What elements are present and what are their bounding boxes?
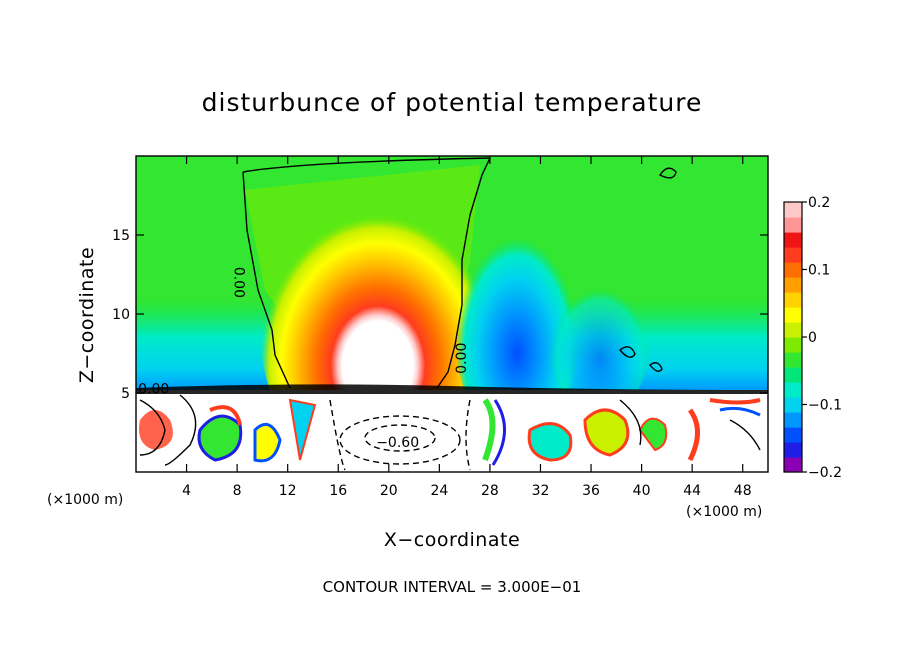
- x-tick-label: 40: [633, 483, 651, 499]
- cold-plume-secondary: [550, 275, 650, 415]
- contour-lines: [139, 157, 761, 471]
- negative-contour-3: [329, 399, 346, 471]
- colorbar-swatch: [784, 292, 802, 308]
- turbulent-patches: [139, 398, 761, 466]
- x-tick-label: 8: [233, 483, 242, 499]
- x-tick-label: 4: [182, 483, 191, 499]
- colorbar-swatch: [784, 247, 802, 263]
- z-tick-label: 5: [121, 386, 130, 402]
- x-tick-label: 12: [279, 483, 297, 499]
- colorbar-swatch: [784, 427, 802, 443]
- z-axis-title: Z−coordinate: [76, 247, 98, 383]
- interface-band: [136, 384, 768, 394]
- upper-contour-blob: [658, 167, 677, 179]
- colorbar-swatch: [784, 337, 802, 353]
- colorbar-swatch: [784, 442, 802, 458]
- x-tick-label: 36: [582, 483, 600, 499]
- colorbar-swatch: [784, 397, 802, 413]
- contour-label: −0.60: [376, 435, 419, 451]
- contour-label: 0.00: [231, 267, 247, 298]
- zero-contour-left: [242, 171, 291, 389]
- contour-label-text: 0.00: [138, 381, 169, 397]
- z-axis: 5 10 15: [112, 228, 768, 402]
- x-tick-label: 44: [683, 483, 701, 499]
- mid-contour-blob-2: [649, 362, 663, 372]
- lower-contour-3: [619, 399, 642, 446]
- negative-contour-2: [364, 424, 436, 452]
- x-unit-right: (×1000 m): [686, 504, 762, 520]
- colorbar-swatch: [784, 382, 802, 398]
- colorbar-swatch: [784, 217, 802, 233]
- contour-labels: 0.00 0.00 0.00 −0.60: [138, 267, 470, 451]
- colorbar-tick-label: 0.2: [808, 195, 830, 211]
- chart-title: disturbunce of potential temperature: [202, 88, 703, 117]
- z-tick-label: 10: [112, 307, 130, 323]
- contour-interval-note: CONTOUR INTERVAL = 3.000E−01: [323, 578, 582, 596]
- negative-contour-1: [339, 415, 461, 465]
- negative-contour-4: [465, 399, 471, 471]
- lower-contour-1: [139, 399, 166, 456]
- contour-label-text: 0.00: [231, 267, 247, 298]
- x-tick-label: 32: [532, 483, 550, 499]
- contour-label-text: −0.60: [376, 435, 419, 451]
- x-axis: 4 8 12 16 20 24 28 32 36 40 44 48: [182, 156, 752, 499]
- x-tick-label: 20: [380, 483, 398, 499]
- colorbar: 0.2 0.1 0 −0.1 −0.2: [783, 195, 842, 481]
- colorbar-swatch: [784, 232, 802, 248]
- plot-area: 0.00 0.00 0.00 −0.60: [136, 156, 768, 472]
- zero-contour-right: [436, 157, 491, 389]
- zero-contour-top: [242, 157, 491, 173]
- contour-label: 0.00: [138, 381, 169, 397]
- x-tick-label: 24: [430, 483, 448, 499]
- colorbar-swatch: [784, 307, 802, 323]
- colorbar-swatch: [784, 202, 802, 218]
- colorbar-swatch: [784, 367, 802, 383]
- colorbar-tick-label: 0.1: [808, 263, 830, 279]
- colorbar-swatch: [784, 322, 802, 338]
- colorbar-tick-label: −0.1: [808, 398, 842, 414]
- lower-contour-4: [729, 419, 761, 451]
- z-tick-label: 15: [112, 228, 130, 244]
- colorbar-swatch: [784, 352, 802, 368]
- x-unit-left: (×1000 m): [47, 492, 123, 508]
- contour-label-text: 0.00: [454, 343, 470, 374]
- x-tick-label: 16: [329, 483, 347, 499]
- colorbar-swatch: [784, 262, 802, 278]
- colorbar-swatch: [784, 412, 802, 428]
- mid-contour-blob-1: [619, 346, 636, 358]
- contour-label: 0.00: [454, 343, 470, 374]
- colorbar-tick-label: 0: [808, 330, 817, 346]
- colorbar-tick-label: −0.2: [808, 465, 842, 481]
- x-tick-label: 48: [734, 483, 752, 499]
- colorbar-swatch: [784, 277, 802, 293]
- colorbar-swatch: [784, 457, 802, 473]
- x-axis-title: X−coordinate: [384, 529, 520, 551]
- lower-contour-2: [164, 394, 197, 466]
- x-tick-label: 28: [481, 483, 499, 499]
